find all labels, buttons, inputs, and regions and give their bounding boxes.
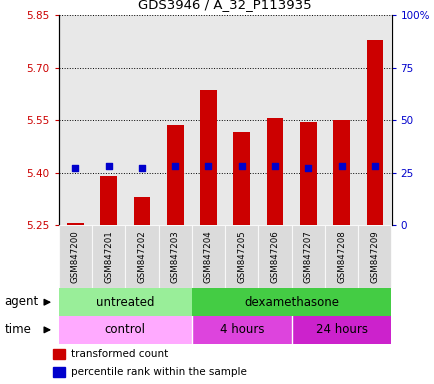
Text: time: time bbox=[5, 323, 32, 336]
Text: GSM847204: GSM847204 bbox=[204, 230, 213, 283]
Point bbox=[204, 163, 211, 169]
Text: dexamethasone: dexamethasone bbox=[243, 296, 339, 309]
Bar bbox=[299, 122, 316, 225]
Bar bbox=[233, 132, 250, 225]
Point bbox=[271, 163, 278, 169]
Bar bbox=[53, 367, 65, 377]
Bar bbox=[59, 15, 92, 225]
Point bbox=[371, 163, 378, 169]
Bar bbox=[332, 120, 349, 225]
Text: GSM847207: GSM847207 bbox=[303, 230, 312, 283]
Bar bbox=[225, 15, 258, 225]
Text: percentile rank within the sample: percentile rank within the sample bbox=[70, 367, 246, 377]
Bar bbox=[291, 316, 391, 344]
Text: GSM847203: GSM847203 bbox=[170, 230, 179, 283]
Text: control: control bbox=[105, 323, 145, 336]
Bar bbox=[200, 91, 216, 225]
Point bbox=[138, 166, 145, 172]
Bar bbox=[53, 349, 65, 359]
Bar bbox=[258, 225, 291, 288]
Bar bbox=[125, 15, 158, 225]
Text: 24 hours: 24 hours bbox=[315, 323, 367, 336]
Point bbox=[171, 163, 178, 169]
Bar bbox=[158, 225, 191, 288]
Text: 4 hours: 4 hours bbox=[219, 323, 263, 336]
Bar bbox=[67, 223, 83, 225]
Bar bbox=[291, 15, 324, 225]
Bar bbox=[133, 197, 150, 225]
Bar bbox=[100, 176, 117, 225]
Text: GSM847200: GSM847200 bbox=[71, 230, 80, 283]
Text: GSM847201: GSM847201 bbox=[104, 230, 113, 283]
Text: agent: agent bbox=[5, 295, 39, 308]
Bar bbox=[191, 316, 291, 344]
Bar bbox=[191, 225, 225, 288]
Text: GSM847209: GSM847209 bbox=[369, 230, 378, 283]
Bar bbox=[266, 118, 283, 225]
Text: transformed count: transformed count bbox=[70, 349, 168, 359]
Bar bbox=[366, 40, 382, 225]
Bar bbox=[191, 15, 225, 225]
Bar bbox=[167, 126, 183, 225]
Point bbox=[304, 166, 311, 172]
Bar bbox=[92, 15, 125, 225]
Bar bbox=[191, 288, 391, 316]
Text: GSM847202: GSM847202 bbox=[137, 230, 146, 283]
Bar bbox=[358, 225, 391, 288]
Text: GSM847206: GSM847206 bbox=[270, 230, 279, 283]
Bar bbox=[125, 225, 158, 288]
Point bbox=[337, 163, 344, 169]
Point bbox=[72, 166, 79, 172]
Bar bbox=[59, 316, 191, 344]
Bar bbox=[291, 225, 324, 288]
Text: untreated: untreated bbox=[96, 296, 154, 309]
Bar bbox=[158, 15, 191, 225]
Bar bbox=[225, 225, 258, 288]
Text: GSM847205: GSM847205 bbox=[237, 230, 246, 283]
Bar bbox=[92, 225, 125, 288]
Text: GSM847208: GSM847208 bbox=[336, 230, 345, 283]
Point bbox=[105, 163, 112, 169]
Point bbox=[238, 163, 245, 169]
Bar bbox=[258, 15, 291, 225]
Bar bbox=[59, 288, 191, 316]
Title: GDS3946 / A_32_P113935: GDS3946 / A_32_P113935 bbox=[138, 0, 311, 12]
Bar bbox=[358, 15, 391, 225]
Bar bbox=[324, 15, 358, 225]
Bar bbox=[59, 225, 92, 288]
Bar bbox=[324, 225, 358, 288]
